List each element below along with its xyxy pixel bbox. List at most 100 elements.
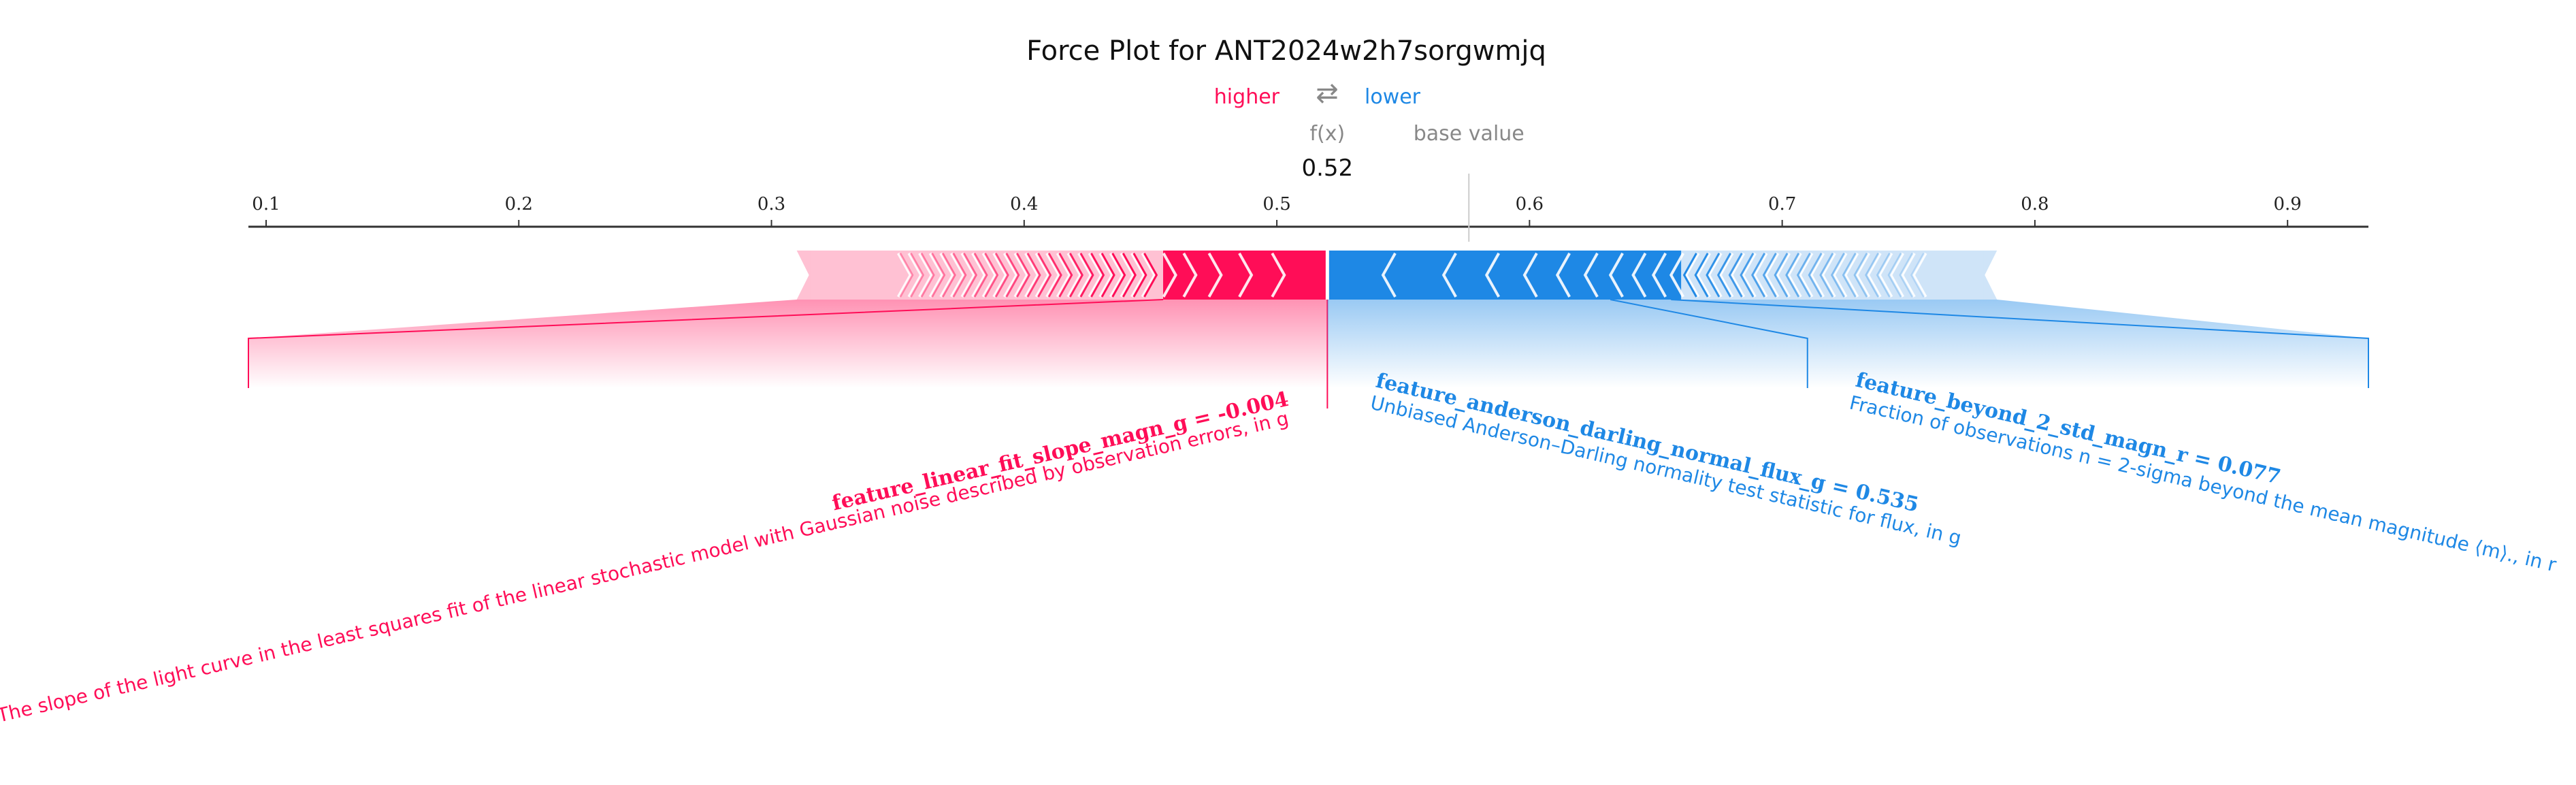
positive-chevron: [1162, 253, 1177, 298]
negative-connector-line-1: [1610, 299, 1808, 388]
negative-chevron-shade: [1808, 253, 1823, 298]
negative-chevron: [1878, 253, 1893, 298]
negative-chevron-shade: [1865, 253, 1880, 298]
negative-chevron-shade: [1831, 253, 1846, 298]
positive-chevron-shade: [984, 253, 999, 298]
positive-chevron: [1098, 253, 1114, 298]
positive-chevron: [949, 253, 966, 298]
positive-chevron: [971, 253, 987, 298]
negative-chevron-shade: [1910, 253, 1925, 298]
positive-chevron-shade: [1037, 253, 1052, 298]
axis-tick-label: 0.2: [505, 194, 533, 214]
positive-chevron: [907, 253, 923, 298]
axis-tick-label: 0.5: [1262, 194, 1290, 214]
positive-chevron: [939, 253, 955, 298]
negative-chevron: [1844, 253, 1859, 298]
positive-chevron-shade: [1079, 253, 1094, 298]
positive-bar-tail: [796, 251, 811, 300]
negative-chevron: [1651, 253, 1667, 298]
positive-connector-fill: [248, 300, 1328, 388]
axis-tick-label: 0.6: [1516, 194, 1544, 214]
positive-chevron-shade: [910, 253, 925, 298]
positive-chevron-shade: [962, 253, 978, 298]
negative-connector-fill: [1327, 300, 2368, 388]
negative-chevron: [1912, 253, 1927, 298]
positive-chevron-shade: [1005, 253, 1020, 298]
positive-chevron-shade: [1143, 253, 1158, 298]
force-bar: [796, 248, 1998, 302]
positive-chevron-shade: [931, 253, 946, 298]
negative-chevron-shade: [1706, 253, 1721, 298]
negative-chevron-shade: [1796, 253, 1811, 298]
negative-chevron-shade: [1751, 253, 1766, 298]
negative-chevron-shade: [1887, 253, 1902, 298]
positive-chevron: [1024, 253, 1040, 298]
negative-chevron: [1718, 253, 1734, 298]
positive-chevron: [1141, 253, 1156, 298]
negative-chevron-shade: [1876, 253, 1891, 298]
positive-chevron: [1207, 253, 1223, 298]
negative-chevron-shade: [1762, 253, 1777, 298]
positive-chevron: [960, 253, 976, 298]
negative-chevron-shade: [1899, 253, 1914, 298]
negative-bar-tail: [1983, 251, 1998, 300]
positive-bar-main: [1163, 251, 1328, 300]
negative-chevron: [1695, 253, 1712, 298]
negative-chevron: [1669, 253, 1685, 298]
negative-chevron: [1631, 253, 1647, 298]
positive-chevron: [918, 253, 934, 298]
annotations: feature_linear_fit_slope_magn_g = -0.004…: [0, 368, 2558, 727]
negative-chevron-shade: [1819, 253, 1834, 298]
negative-chevron: [1798, 253, 1814, 298]
annotation-desc-linear-fit-slope: The slope of the light curve in the leas…: [0, 407, 1291, 727]
negative-chevron: [1889, 253, 1905, 298]
negative-chevron: [1866, 253, 1882, 298]
positive-chevron-shade: [941, 253, 956, 298]
positive-connector-line: [248, 299, 1164, 388]
negative-chevron: [1608, 253, 1624, 298]
annotation-desc-beyond-2-std: Fraction of observations n = 2-sigma bey…: [1847, 391, 2558, 577]
negative-chevron: [1832, 253, 1848, 298]
negative-chevron: [1900, 253, 1916, 298]
negative-chevron-shade: [1740, 253, 1755, 298]
axis-tick-label: 0.4: [1010, 194, 1038, 214]
negative-chevron: [1741, 253, 1757, 298]
chart-title: Force Plot for ANT2024w2h7sorgwmjq: [1026, 35, 1546, 67]
legend-higher: higher: [1214, 85, 1280, 109]
negative-chevron-shade: [1682, 253, 1697, 298]
negative-chevron: [1775, 253, 1791, 298]
positive-chevron: [1066, 253, 1082, 298]
positive-chevron-shade: [1090, 253, 1105, 298]
positive-chevron: [1120, 253, 1135, 298]
positive-chevron-shade: [1132, 253, 1147, 298]
positive-chevron: [1182, 253, 1198, 298]
axis-tick-label: 0.9: [2274, 194, 2302, 214]
fx-value: 0.52: [1301, 155, 1353, 182]
annotation-connectors: [248, 299, 2369, 408]
positive-chevron-shade: [1069, 253, 1083, 298]
negative-chevron-shade: [1842, 253, 1857, 298]
positive-chevron: [896, 253, 913, 298]
positive-chevron-shade: [920, 253, 935, 298]
positive-chevron-shade: [1122, 253, 1137, 298]
negative-chevron: [1684, 253, 1700, 298]
positive-chevron: [1109, 253, 1124, 298]
positive-chevron: [1077, 253, 1093, 298]
positive-chevron: [1271, 253, 1286, 298]
positive-chevron: [1130, 253, 1146, 298]
positive-chevron-shade: [899, 253, 914, 298]
positive-chevron: [1045, 253, 1061, 298]
positive-chevron-shade: [1047, 253, 1062, 298]
negative-chevron-shade: [1774, 253, 1789, 298]
negative-chevron-shade: [1716, 253, 1731, 298]
positive-chevron: [1088, 253, 1103, 298]
negative-chevron-shade: [1694, 253, 1709, 298]
base-value-label: base value: [1414, 122, 1525, 146]
positive-chevron-shade: [1058, 253, 1073, 298]
positive-chevron-shade: [994, 253, 1009, 298]
positive-chevron-shade: [973, 253, 988, 298]
positive-chevron: [928, 253, 944, 298]
positive-chevron: [1034, 253, 1050, 298]
axis-tick-label: 0.1: [252, 194, 280, 214]
